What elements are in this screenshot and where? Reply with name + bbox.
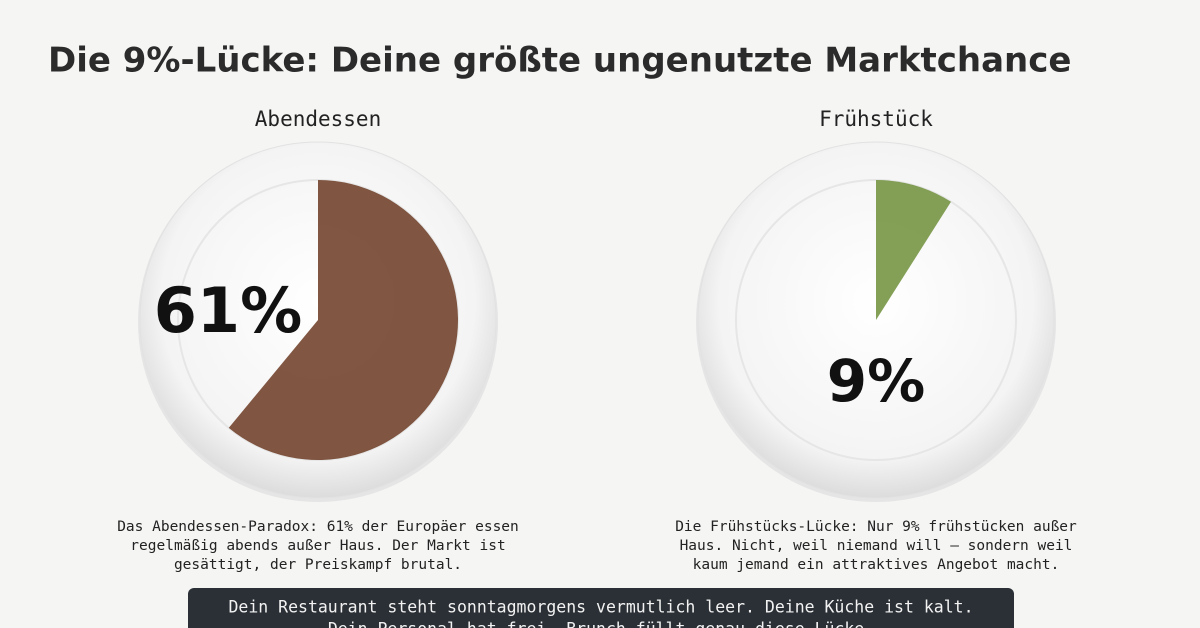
description-line: Haus. Nicht, weil niemand will – sondern… — [680, 538, 1073, 554]
plate-label: Frühstück — [819, 107, 933, 131]
description-line: regelmäßig abends außer Haus. Der Markt … — [130, 538, 505, 554]
percentage: 9% — [827, 347, 925, 415]
banner-box — [188, 588, 1014, 628]
description-line: kaum jemand ein attraktives Angebot mach… — [693, 557, 1060, 573]
share-sector — [228, 180, 458, 460]
banner-line: Dein Restaurant steht sonntagmorgens ver… — [228, 598, 973, 617]
banner-line: Dein Personal hat frei. Brunch füllt gen… — [328, 620, 874, 628]
description-line: Das Abendessen-Paradox: 61% der Europäer… — [117, 519, 519, 535]
share-sector — [876, 180, 952, 320]
plate-label: Abendessen — [255, 107, 381, 131]
description-line: Die Frühstücks-Lücke: Nur 9% frühstücken… — [675, 519, 1077, 535]
percentage: 61% — [154, 274, 302, 347]
description-line: gesättigt, der Preiskampf brutal. — [174, 557, 462, 573]
title: Die 9%-Lücke: Deine größte ungenutzte Ma… — [48, 41, 1071, 81]
